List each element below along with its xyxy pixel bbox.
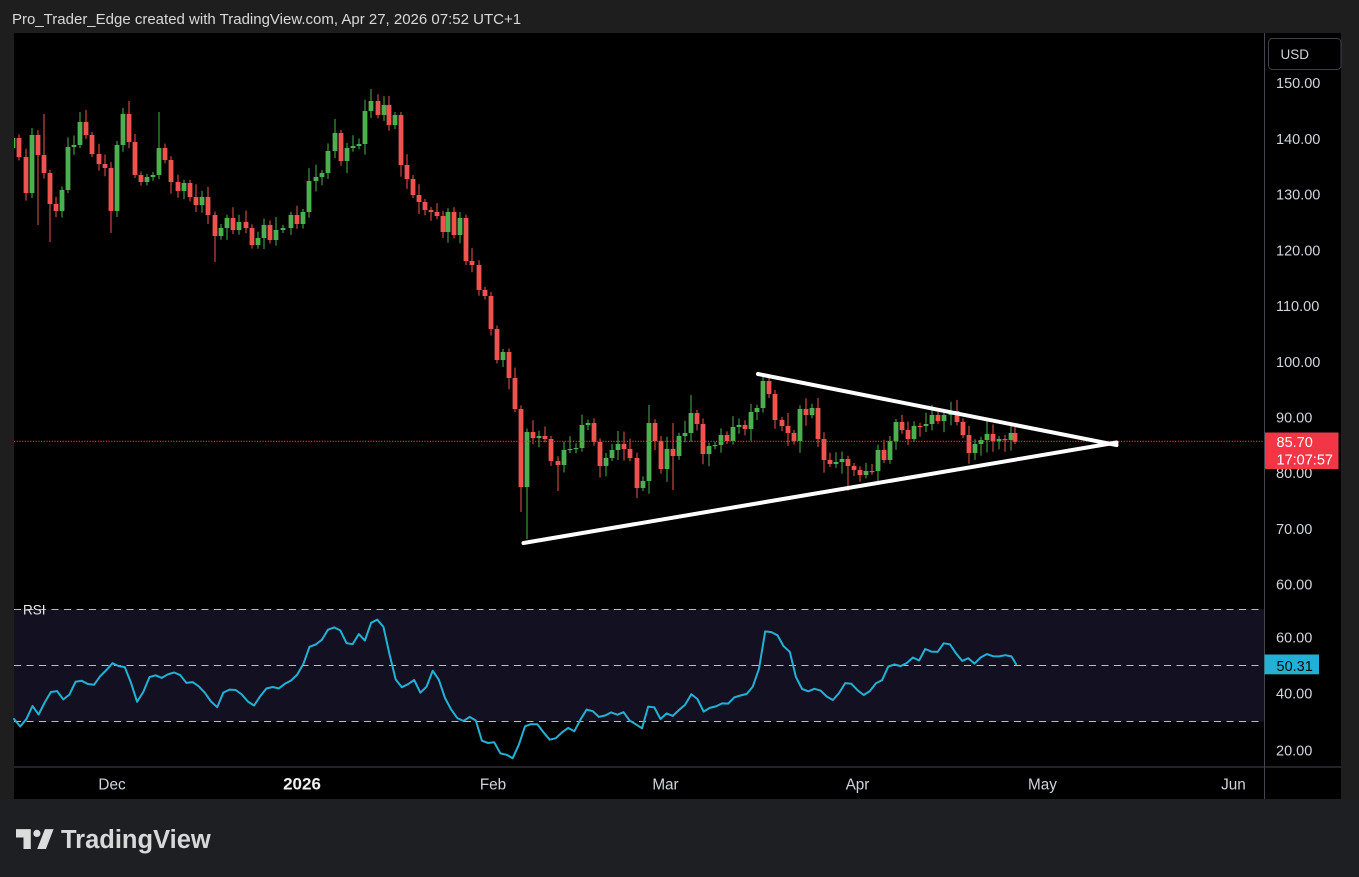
svg-text:TradingView: TradingView — [61, 826, 211, 854]
svg-text:17:07:57: 17:07:57 — [1277, 453, 1333, 469]
svg-text:120.00: 120.00 — [1276, 243, 1320, 259]
svg-text:Feb: Feb — [480, 777, 506, 794]
svg-text:110.00: 110.00 — [1276, 299, 1319, 315]
svg-text:Pro_Trader_Edge created with T: Pro_Trader_Edge created with TradingView… — [12, 11, 521, 28]
svg-text:90.00: 90.00 — [1276, 411, 1312, 427]
svg-text:20.00: 20.00 — [1276, 744, 1312, 760]
svg-text:140.00: 140.00 — [1276, 132, 1320, 148]
svg-text:80.00: 80.00 — [1276, 466, 1312, 482]
svg-text:70.00: 70.00 — [1276, 522, 1312, 538]
svg-text:40.00: 40.00 — [1276, 687, 1312, 703]
svg-text:2026: 2026 — [283, 775, 321, 794]
svg-text:50.31: 50.31 — [1277, 659, 1313, 675]
svg-text:Apr: Apr — [846, 777, 870, 794]
svg-text:Jun: Jun — [1221, 777, 1246, 794]
svg-text:May: May — [1028, 777, 1057, 794]
svg-text:85.70: 85.70 — [1277, 435, 1313, 451]
svg-text:RSI: RSI — [23, 603, 46, 618]
svg-text:Dec: Dec — [98, 777, 126, 794]
svg-text:60.00: 60.00 — [1276, 631, 1312, 647]
svg-text:100.00: 100.00 — [1276, 355, 1320, 371]
svg-text:Mar: Mar — [652, 777, 678, 794]
svg-text:130.00: 130.00 — [1276, 188, 1320, 204]
svg-text:150.00: 150.00 — [1276, 76, 1320, 92]
svg-text:USD: USD — [1281, 47, 1310, 62]
svg-text:60.00: 60.00 — [1276, 578, 1312, 594]
